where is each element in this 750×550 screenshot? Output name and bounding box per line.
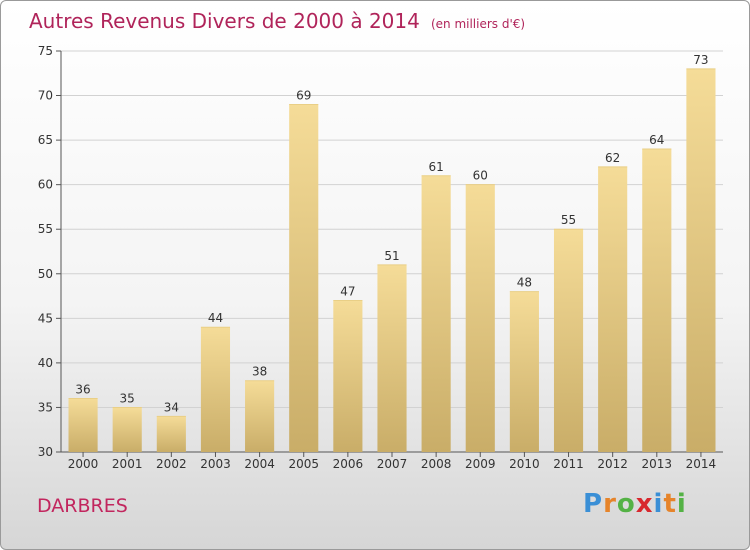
y-tick-label: 30	[38, 445, 53, 459]
data-label: 64	[649, 133, 664, 147]
bar	[509, 291, 539, 452]
y-tick-label: 65	[38, 133, 53, 147]
data-label: 34	[164, 400, 179, 414]
bar	[112, 407, 142, 452]
bar	[200, 327, 231, 452]
logo-letter: x	[635, 489, 654, 519]
x-tick-label: 2002	[156, 457, 187, 471]
y-tick-label: 60	[38, 178, 53, 192]
logo-letter: o	[616, 489, 636, 519]
x-tick-label: 2010	[509, 457, 540, 471]
bar	[598, 166, 628, 452]
logo-letter: i	[676, 489, 687, 519]
data-label: 47	[340, 285, 355, 299]
proxiti-logo: Proxiti	[583, 489, 687, 519]
data-label: 69	[296, 88, 311, 102]
bar	[465, 184, 495, 452]
x-tick-label: 2011	[553, 457, 584, 471]
y-tick-label: 75	[38, 44, 53, 58]
data-label: 51	[384, 249, 399, 263]
data-label: 35	[120, 391, 135, 405]
data-label: 73	[693, 53, 708, 67]
x-tick-label: 2006	[333, 457, 364, 471]
y-tick-label: 40	[38, 356, 53, 370]
logo-letter: P	[583, 489, 604, 519]
logo-letter: i	[653, 489, 664, 519]
data-label: 48	[517, 276, 532, 290]
x-tick-label: 2003	[200, 457, 231, 471]
data-label: 36	[75, 383, 90, 397]
chart-title: Autres Revenus Divers de 2000 à 2014 (en…	[29, 9, 525, 33]
bar	[289, 104, 319, 452]
x-tick-label: 2009	[465, 457, 496, 471]
y-tick-label: 55	[38, 222, 53, 236]
y-tick-label: 70	[38, 89, 53, 103]
data-label: 44	[208, 311, 223, 325]
data-label: 62	[605, 151, 620, 165]
y-tick-label: 35	[38, 400, 53, 414]
data-label: 60	[473, 169, 488, 183]
logo-letter: t	[663, 489, 677, 519]
bar	[245, 380, 275, 452]
x-tick-label: 2004	[244, 457, 275, 471]
x-tick-label: 2013	[642, 457, 673, 471]
x-tick-label: 2014	[686, 457, 717, 471]
bar	[642, 149, 672, 452]
logo-letter: r	[603, 489, 617, 519]
y-tick-label: 50	[38, 267, 53, 281]
bar	[156, 416, 186, 452]
x-tick-label: 2001	[112, 457, 143, 471]
data-label: 38	[252, 365, 267, 379]
bar	[333, 300, 363, 452]
place-name: DARBRES	[37, 495, 128, 517]
bar	[553, 229, 584, 452]
data-label: 61	[428, 160, 443, 174]
x-tick-label: 2008	[421, 457, 452, 471]
bar	[68, 398, 98, 452]
y-tick-label: 45	[38, 311, 53, 325]
bar	[686, 68, 716, 453]
x-tick-label: 2007	[377, 457, 408, 471]
x-tick-label: 2000	[68, 457, 99, 471]
data-label: 55	[561, 213, 576, 227]
bar	[377, 264, 407, 452]
x-tick-label: 2005	[288, 457, 319, 471]
bar	[421, 175, 451, 452]
x-tick-label: 2012	[597, 457, 628, 471]
subtitle-text: (en milliers d'€)	[430, 17, 526, 31]
title-text: Autres Revenus Divers de 2000 à 2014	[29, 9, 420, 33]
